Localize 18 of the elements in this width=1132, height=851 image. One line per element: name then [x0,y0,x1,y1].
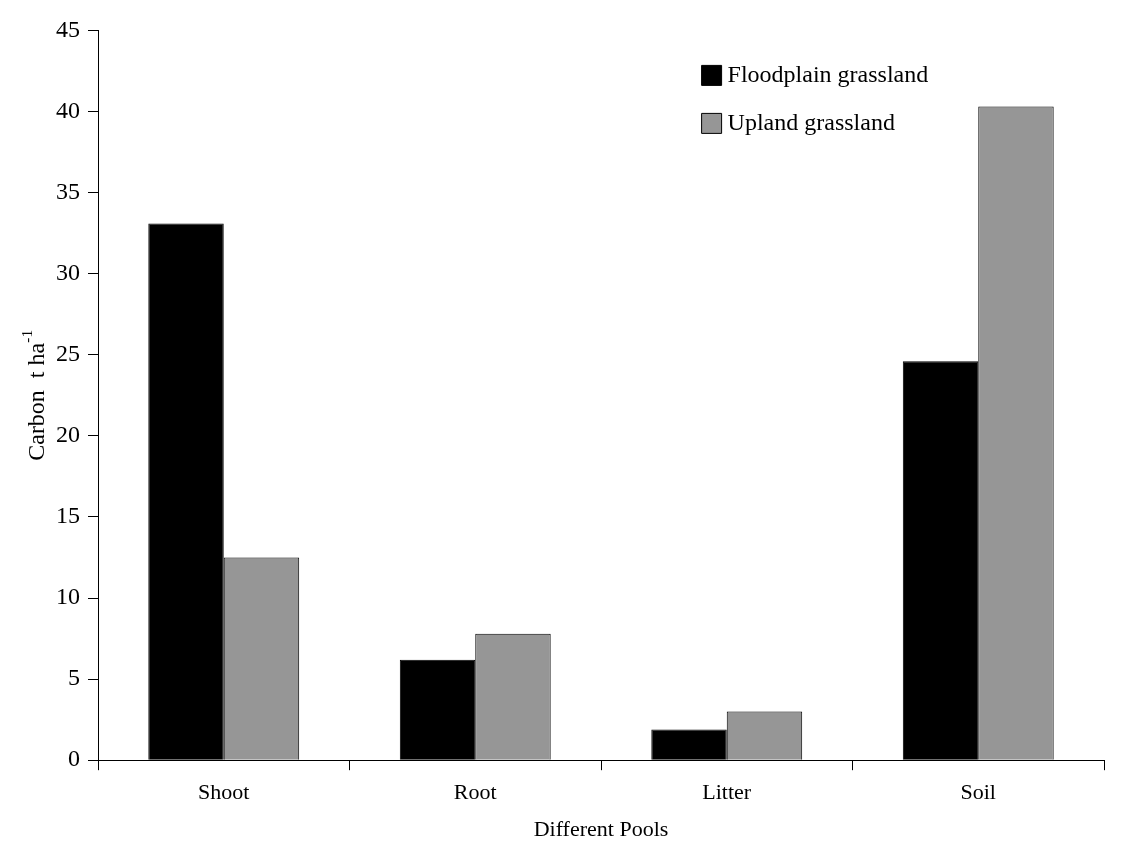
y-tick-label: 25 [56,340,80,367]
legend-label: Floodplain grassland [727,60,929,87]
y-tick-label: 5 [68,664,80,691]
y-tick-label: 0 [68,745,80,772]
legend-label: Upland grassland [727,108,895,135]
x-tick-label: Soil [960,779,996,805]
y-tick-label: 10 [56,583,80,610]
x-axis-title: Different Pools [533,815,669,841]
x-tick-label: Shoot [198,779,250,805]
y-tick-label: 20 [56,421,80,448]
y-tick-label: 15 [56,502,80,529]
y-axis-title: Carbon t ha-1 [18,329,50,461]
y-tick-label: 45 [56,15,80,42]
x-tick-label: Litter [702,779,752,805]
y-tick-label: 30 [56,258,80,285]
y-tick-label: 35 [56,177,80,204]
y-tick-label: 40 [56,96,80,123]
x-tick-label: Root [453,779,497,805]
